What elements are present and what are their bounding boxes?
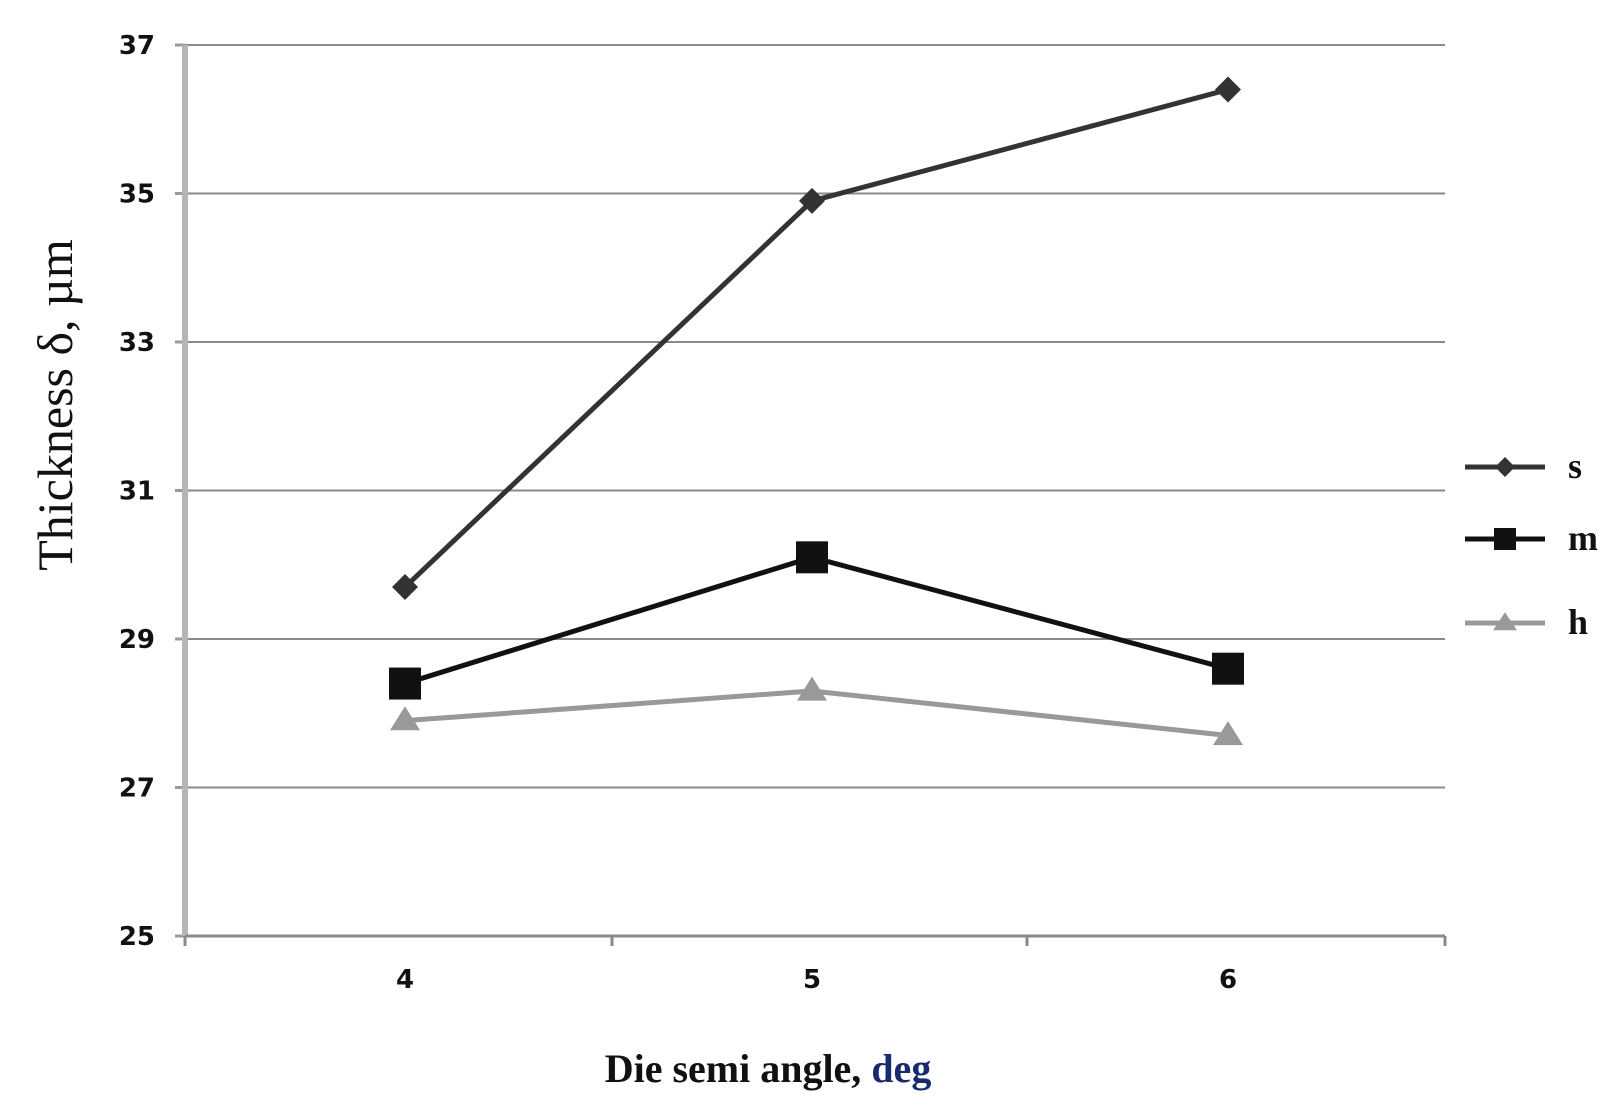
legend: sm h [1465, 446, 1598, 642]
legend-label: m [1568, 518, 1598, 558]
grid-lines [185, 44, 1445, 789]
x-tick-label: 6 [1219, 965, 1237, 995]
data-point [1495, 457, 1515, 477]
x-axis-label: Die semi angle, deg [605, 1046, 932, 1091]
data-point [799, 187, 825, 214]
data-point [390, 706, 420, 731]
x-tick-label: 5 [803, 965, 821, 995]
series-line [404, 554, 1229, 686]
x-tick-labels: 4 5 6 [396, 965, 1237, 995]
y-tick-label: 33 [119, 328, 155, 358]
y-axis-label: Thickness δ, µm [27, 239, 83, 571]
series-m [389, 541, 1244, 700]
data-point [796, 541, 828, 574]
data-point [1494, 528, 1516, 550]
y-tick-label: 29 [119, 625, 155, 655]
y-tick-label: 35 [119, 180, 155, 210]
legend-item-s: s [1465, 446, 1582, 486]
x-tick-label: 4 [396, 965, 414, 995]
data-point [797, 676, 827, 701]
data-point [1212, 652, 1244, 685]
legend-item-h: h [1465, 602, 1588, 642]
data-point [392, 574, 418, 601]
y-tick-label: 37 [119, 31, 155, 61]
y-tick-labels: 25 27 29 31 33 35 37 [119, 31, 155, 952]
data-point [1493, 612, 1517, 631]
series-line [403, 87, 1229, 589]
x-axis-label-unit: deg [871, 1046, 931, 1091]
legend-label: s [1568, 446, 1582, 486]
series-s [392, 76, 1241, 601]
series-group [389, 76, 1244, 746]
data-point [1215, 76, 1241, 103]
legend-label: h [1568, 602, 1588, 642]
data-point [1213, 721, 1243, 746]
legend-item-m: m [1465, 518, 1598, 558]
y-tick-label: 27 [119, 774, 155, 804]
x-axis-label-text: Die semi angle, [605, 1046, 872, 1091]
axes [175, 43, 1447, 946]
data-point [389, 667, 421, 700]
y-tick-label: 25 [119, 922, 155, 952]
series-h [390, 676, 1243, 746]
y-tick-label: 31 [119, 477, 155, 507]
